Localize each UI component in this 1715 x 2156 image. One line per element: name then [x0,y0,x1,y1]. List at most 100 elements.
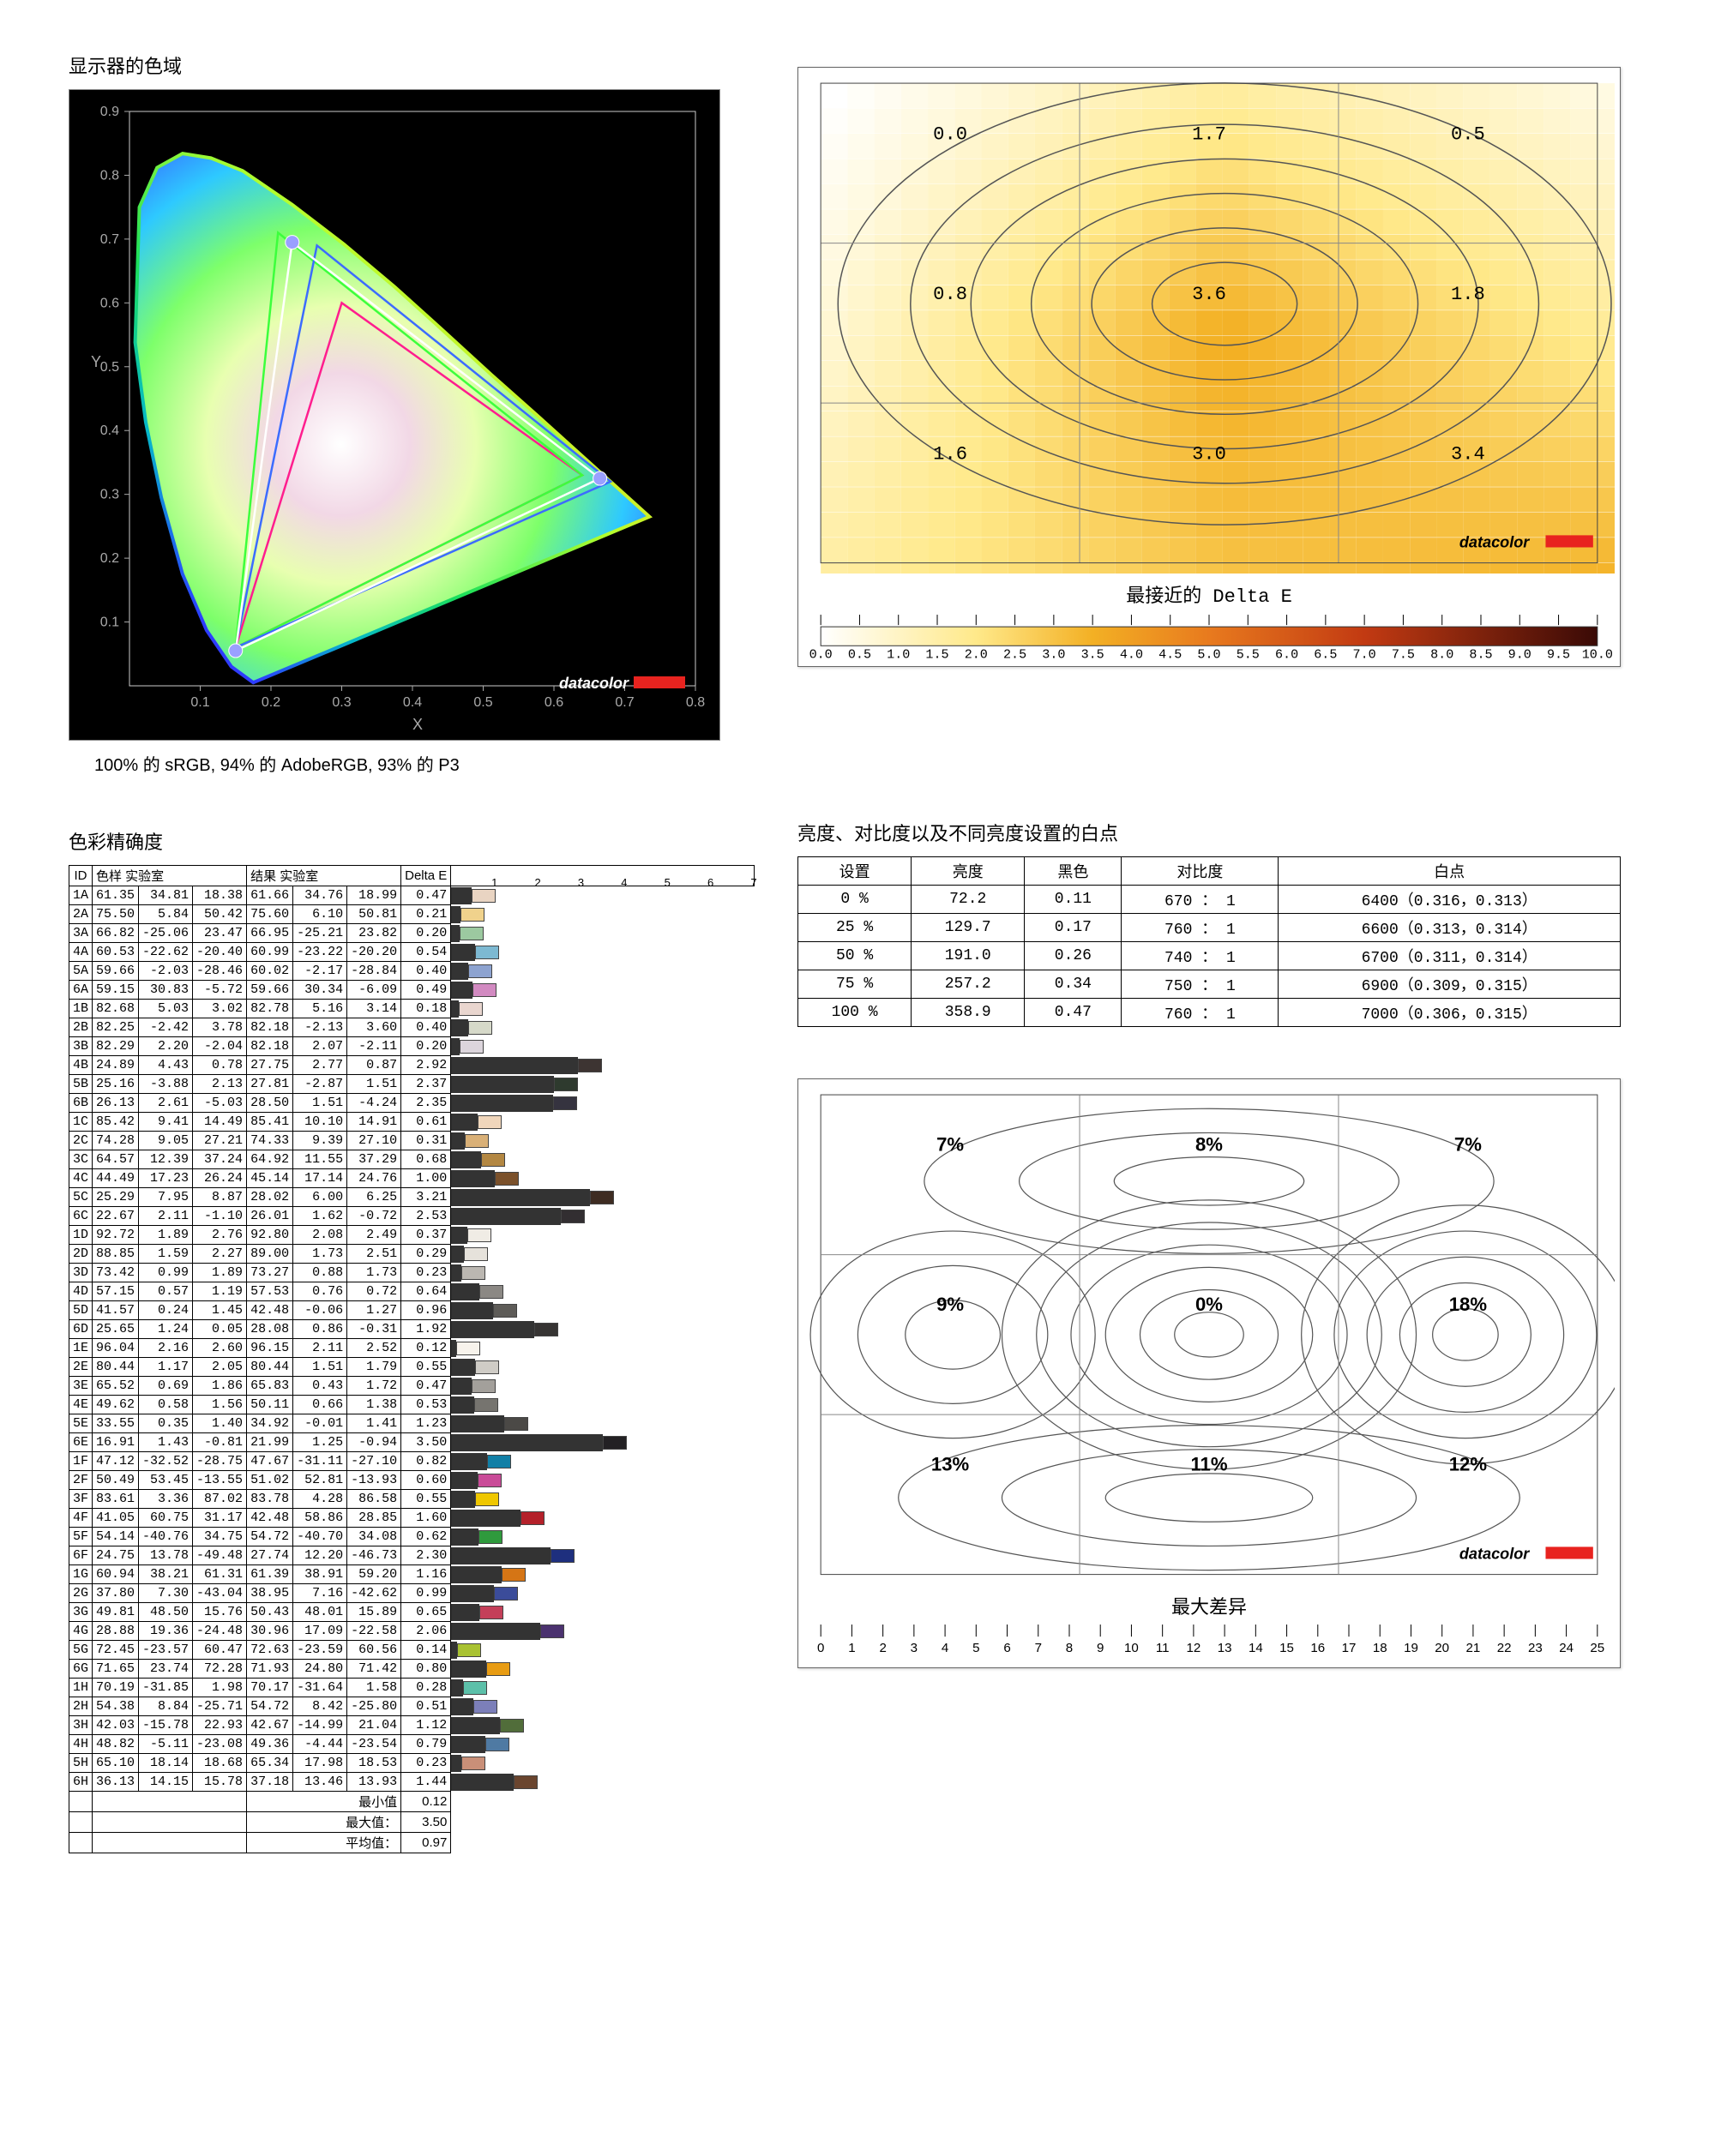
svg-text:1.0: 1.0 [887,646,910,661]
accuracy-row: 6D25.651.240.0528.080.86-0.311.92 [69,1320,755,1339]
svg-text:8%: 8% [1195,1133,1223,1155]
svg-text:3.0: 3.0 [1042,646,1065,661]
svg-text:0.8: 0.8 [933,284,967,305]
svg-text:23: 23 [1528,1641,1543,1655]
svg-text:3: 3 [911,1641,918,1655]
svg-text:14: 14 [1249,1641,1263,1655]
svg-text:5: 5 [972,1641,979,1655]
svg-text:0: 0 [817,1641,824,1655]
svg-text:5.5: 5.5 [1237,646,1260,661]
accuracy-row: 1C85.429.4114.4985.4110.1014.910.61 [69,1113,755,1132]
accuracy-row: 3C64.5712.3937.2464.9211.5537.290.68 [69,1150,755,1169]
svg-text:4: 4 [942,1641,948,1655]
svg-text:7.5: 7.5 [1392,646,1415,661]
svg-text:11: 11 [1156,1641,1170,1655]
brightness-contrast-table: 设置亮度黑色对比度白点0 %72.20.11670 ： 16400（0.316，… [797,856,1621,1027]
svg-text:8.0: 8.0 [1430,646,1453,661]
svg-text:8: 8 [1066,1641,1073,1655]
accuracy-row: 5C25.297.958.8728.026.006.253.21 [69,1188,755,1207]
svg-text:0.5: 0.5 [1451,123,1485,145]
accuracy-row: 1F47.12-32.52-28.7547.67-31.11-27.100.82 [69,1452,755,1471]
svg-text:7%: 7% [1454,1133,1482,1155]
svg-text:0.0: 0.0 [933,123,967,145]
col-result: 结果 实验室 [247,866,401,886]
svg-text:12%: 12% [1449,1453,1488,1474]
accuracy-row: 4F41.0560.7531.1742.4858.8628.851.60 [69,1509,755,1528]
chromaticity-chart: 0.10.20.30.40.50.60.70.80.10.20.30.40.50… [69,89,720,741]
svg-text:18: 18 [1373,1641,1387,1655]
accuracy-row: 2A75.505.8450.4275.606.1050.810.21 [69,905,755,924]
accuracy-row: 5D41.570.241.4542.48-0.061.270.96 [69,1301,755,1320]
svg-text:0.3: 0.3 [100,488,119,502]
svg-text:0.7: 0.7 [615,695,634,710]
accuracy-row: 2B82.25-2.423.7882.18-2.133.600.40 [69,1018,755,1037]
svg-text:0.9: 0.9 [100,105,119,119]
luminance-uniformity-card: 7%8%7%9%0%18%13%11%12%datacolor 最大差异 012… [797,1078,1621,1668]
accuracy-row: 5F54.14-40.7634.7554.72-40.7034.080.62 [69,1528,755,1546]
svg-text:0.7: 0.7 [100,232,119,247]
accuracy-row: 2C74.289.0527.2174.339.3927.100.31 [69,1132,755,1150]
accuracy-row: 4A60.53-22.62-20.4060.99-23.22-20.200.54 [69,943,755,962]
accuracy-row: 3E65.520.691.8665.830.431.720.47 [69,1377,755,1396]
gamut-caption: 100% 的 sRGB, 94% 的 AdobeRGB, 93% 的 P3 [94,751,755,776]
svg-text:15: 15 [1279,1641,1294,1655]
brightness-row: 100 %358.90.47760 ： 17000（0.306，0.315） [798,999,1621,1027]
svg-text:0.2: 0.2 [100,551,119,566]
accuracy-title: 色彩精确度 [69,827,755,855]
svg-text:12: 12 [1186,1641,1200,1655]
svg-text:5.0: 5.0 [1197,646,1220,661]
brightness-header: 黑色 [1025,857,1122,886]
datacolor-brand: datacolor [559,675,685,693]
accuracy-row: 2D88.851.592.2789.001.732.510.29 [69,1245,755,1264]
accuracy-row: 5A59.66-2.03-28.4660.02-2.17-28.840.40 [69,962,755,981]
svg-text:9.0: 9.0 [1508,646,1531,661]
svg-text:0.8: 0.8 [100,168,119,183]
col-id: ID [69,866,93,886]
svg-text:0.6: 0.6 [100,296,119,310]
brightness-header: 设置 [798,857,912,886]
accuracy-row: 3F83.613.3687.0283.784.2886.580.55 [69,1490,755,1509]
brightness-header: 白点 [1279,857,1621,886]
svg-text:0.0: 0.0 [809,646,833,661]
svg-text:3.6: 3.6 [1192,284,1226,305]
accuracy-row: 2H54.388.84-25.7154.728.42-25.800.51 [69,1697,755,1716]
svg-text:1.6: 1.6 [933,443,967,465]
svg-text:1: 1 [848,1641,855,1655]
svg-text:13: 13 [1218,1641,1232,1655]
svg-text:7.0: 7.0 [1353,646,1376,661]
uniformity-title: 最大差异 [803,1592,1615,1619]
accuracy-row: 3H42.03-15.7822.9342.67-14.9921.041.12 [69,1716,755,1735]
brightness-row: 75 %257.20.34750 ： 16900（0.309，0.315） [798,970,1621,999]
accuracy-row: 4H48.82-5.11-23.0849.36-4.44-23.540.79 [69,1735,755,1754]
svg-text:21: 21 [1466,1641,1481,1655]
svg-text:0.6: 0.6 [545,695,563,710]
deltae-title: 最接近的 Delta E [803,580,1615,608]
accuracy-row: 6B26.132.61-5.0328.501.51-4.242.35 [69,1094,755,1113]
svg-text:2.5: 2.5 [1003,646,1026,661]
svg-text:9.5: 9.5 [1547,646,1570,661]
svg-text:3.0: 3.0 [1192,443,1226,465]
gamut-title: 显示器的色域 [69,51,755,79]
svg-text:datacolor: datacolor [1459,1545,1530,1562]
accuracy-row: 3D73.420.991.8973.270.881.730.23 [69,1264,755,1282]
svg-text:20: 20 [1435,1641,1449,1655]
svg-text:1.5: 1.5 [925,646,948,661]
accuracy-row: 6E16.911.43-0.8121.991.25-0.943.50 [69,1433,755,1452]
accuracy-row: 4C44.4917.2326.2445.1417.1424.761.00 [69,1169,755,1188]
brightness-header: 亮度 [912,857,1025,886]
brightness-row: 0 %72.20.11670 ： 16400（0.316，0.313） [798,886,1621,914]
accuracy-row: 6A59.1530.83-5.7259.6630.34-6.090.49 [69,981,755,1000]
accuracy-row: 1H70.19-31.851.9870.17-31.641.580.28 [69,1679,755,1697]
svg-text:16: 16 [1310,1641,1325,1655]
svg-text:4.0: 4.0 [1120,646,1143,661]
svg-text:0.3: 0.3 [332,695,351,710]
svg-text:datacolor: datacolor [1459,533,1530,550]
svg-text:25: 25 [1590,1641,1604,1655]
accuracy-row: 1D92.721.892.7692.802.082.490.37 [69,1226,755,1245]
svg-text:0.5: 0.5 [100,360,119,375]
accuracy-row: 1G60.9438.2161.3161.3938.9159.201.16 [69,1565,755,1584]
accuracy-row: 2F50.4953.45-13.5551.0252.81-13.930.60 [69,1471,755,1490]
svg-text:0.5: 0.5 [848,646,871,661]
svg-text:0.5: 0.5 [473,695,492,710]
accuracy-row: 6H36.1314.1515.7837.1813.4613.931.44 [69,1773,755,1792]
